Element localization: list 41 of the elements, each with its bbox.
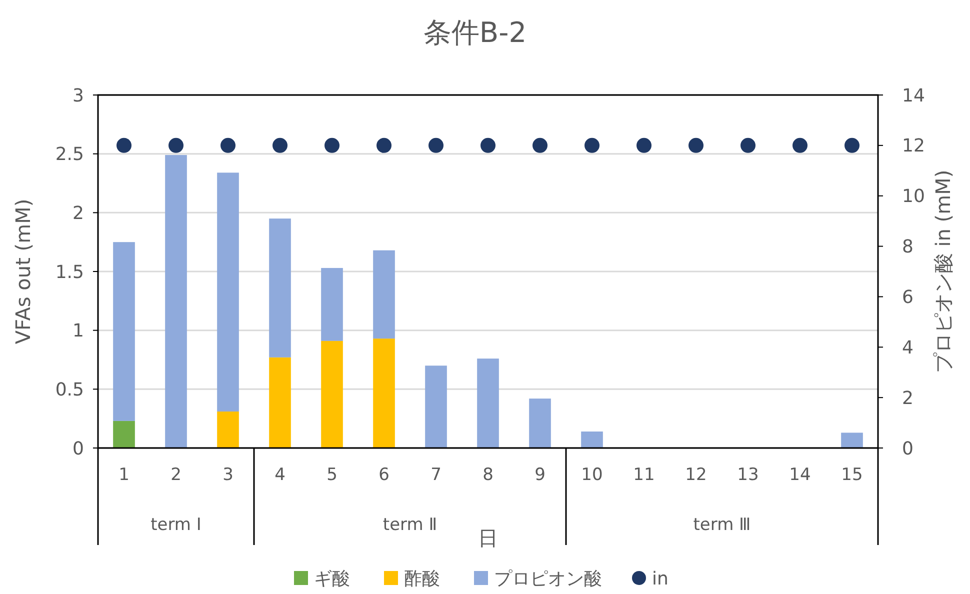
y-tick-label: 1 [72,320,84,342]
x-tick-label: 10 [581,465,603,485]
y2-tick-label: 8 [902,236,914,258]
x-tick-label: 6 [378,465,390,485]
legend-label: プロピオン酸 [494,568,602,590]
x-tick-label: 7 [430,465,442,485]
legend-label: 酢酸 [404,568,440,590]
y-tick-label: 1.5 [55,262,84,283]
x-tick-label: 2 [170,465,182,485]
x-tick-label: 14 [789,465,811,485]
x-tick-label: 15 [841,465,863,485]
legend-label: in [652,568,668,590]
x-tick-label: 9 [534,465,546,485]
x-tick-label: 1 [118,465,130,485]
y2-tick-label: 2 [902,388,914,409]
legend-label: ギ酸 [314,568,350,590]
y2-tick-label: 12 [902,136,925,157]
x-tick-label: 12 [685,465,707,485]
y2-axis-title: プロピオン酸 in (mM) [931,170,955,374]
y-tick-label: 2 [72,202,84,224]
y-tick-label: 0.5 [55,379,84,400]
x-tick-label: 13 [737,465,759,485]
y-tick-label: 2.5 [55,144,84,166]
x-axis-title: 日 [478,526,498,550]
x-tick-label: 4 [274,465,286,485]
x-tick-label: 8 [482,465,494,485]
y2-tick-label: 14 [902,85,925,106]
chart-title: 条件B-2 [423,16,527,49]
text: term Ⅱ [382,515,438,535]
y2-tick-label: 6 [902,287,914,308]
y-axis-title: VFAs out (mM) [11,198,35,344]
text: term Ⅰ [150,515,202,535]
y2-tick-label: 10 [902,186,925,208]
text: term Ⅲ [693,515,751,535]
x-tick-label: 3 [222,465,234,485]
y2-tick-label: 0 [902,438,914,460]
y-tick-label: 0 [72,438,84,460]
x-tick-label: 5 [326,465,338,485]
y2-tick-label: 4 [902,337,914,358]
y-tick-label: 3 [72,85,84,106]
x-tick-label: 11 [633,465,655,485]
